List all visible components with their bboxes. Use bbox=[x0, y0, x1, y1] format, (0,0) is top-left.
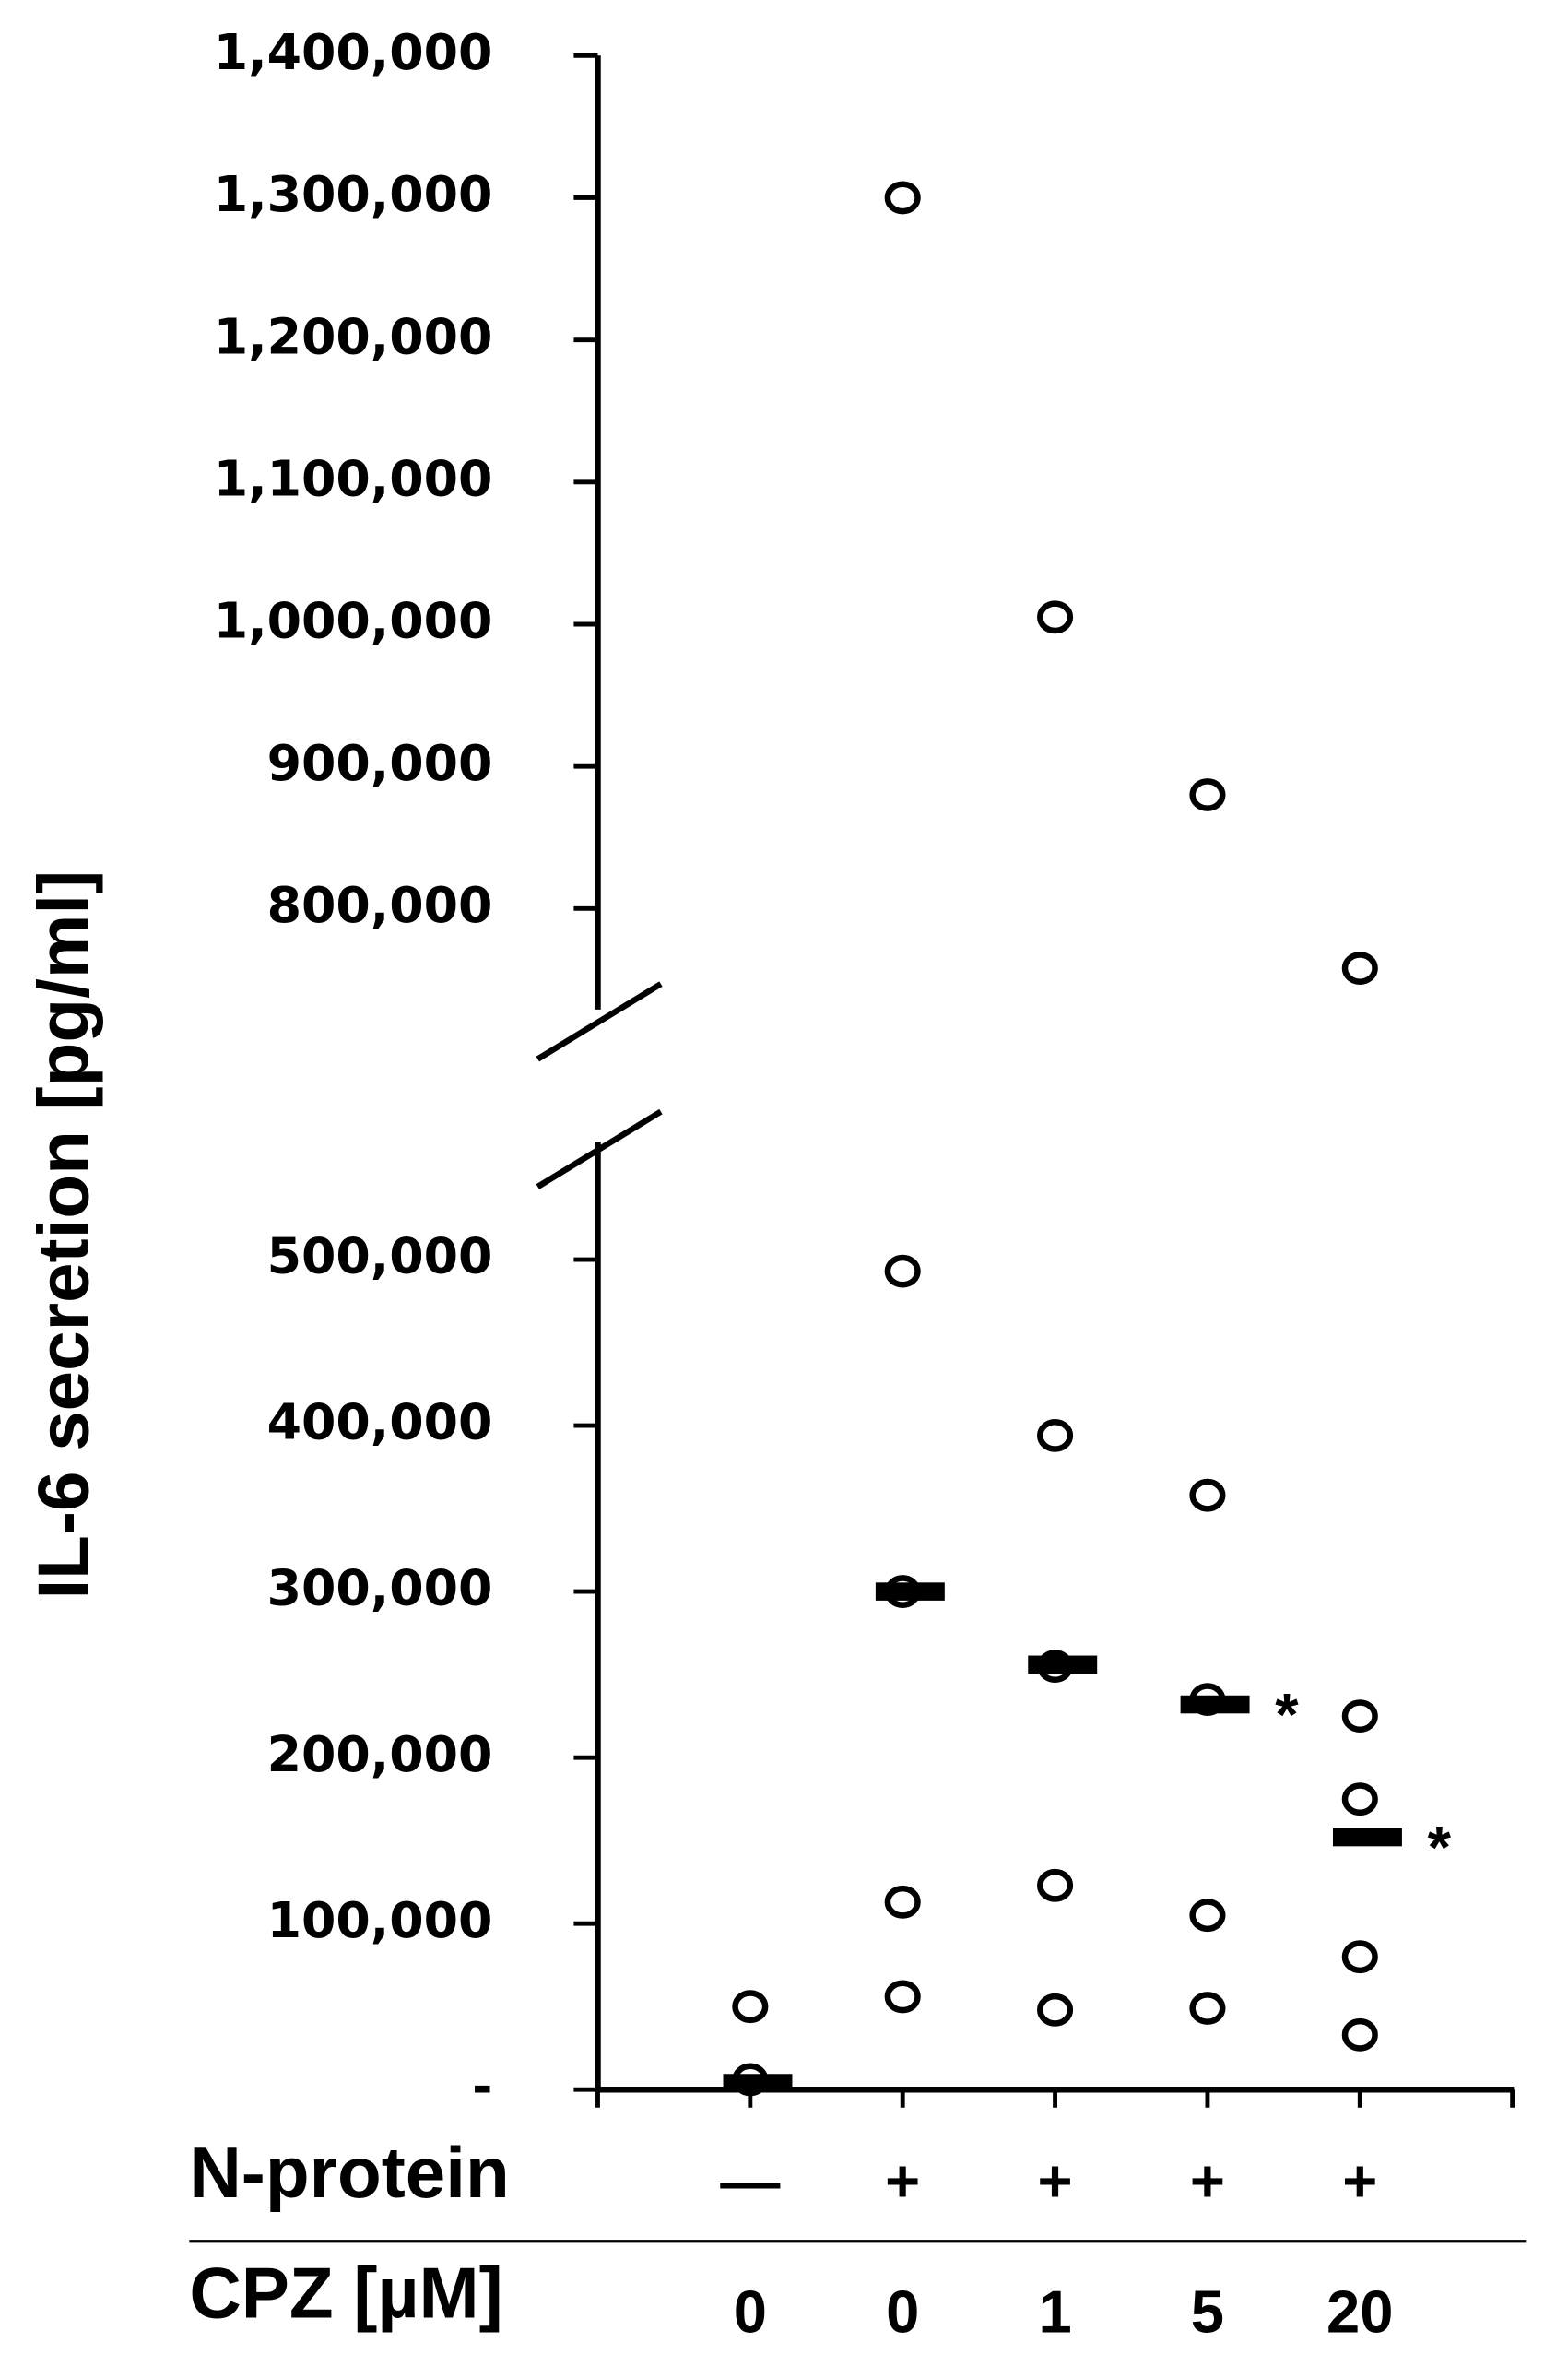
x-tick-label: 5 bbox=[1191, 2277, 1224, 2345]
mean-bar bbox=[1332, 1828, 1402, 1847]
n-protein-label: + bbox=[1038, 2147, 1073, 2215]
x-tick-label: 0 bbox=[734, 2277, 767, 2345]
mean-bar bbox=[875, 1582, 945, 1601]
data-point bbox=[884, 181, 921, 215]
data-point bbox=[1037, 1868, 1074, 1902]
data-point bbox=[1189, 1478, 1226, 1512]
y-tick-label: 200,000 bbox=[267, 1725, 493, 1783]
n-protein-label: + bbox=[1342, 2147, 1377, 2215]
row-label: CPZ [µM] bbox=[189, 2252, 502, 2333]
data-point bbox=[1341, 1699, 1378, 1733]
data-point bbox=[1189, 778, 1226, 811]
y-tick-label: - bbox=[472, 2057, 492, 2115]
data-point bbox=[1037, 1418, 1074, 1452]
y-tick-label: 1,300,000 bbox=[214, 165, 493, 223]
y-axis-label: IL-6 secretion [pg/ml] bbox=[23, 870, 104, 1600]
y-tick-label: 400,000 bbox=[267, 1393, 493, 1451]
data-point bbox=[1341, 952, 1378, 986]
data-point bbox=[1189, 1992, 1226, 2025]
y-tick-label: 900,000 bbox=[267, 734, 493, 792]
mean-bar bbox=[1180, 1695, 1250, 1714]
y-tick-label: 1,000,000 bbox=[214, 592, 493, 650]
data-point bbox=[732, 1990, 769, 2024]
n-protein-label: — bbox=[720, 2147, 781, 2215]
y-tick-label: 1,100,000 bbox=[214, 449, 493, 507]
data-point bbox=[884, 1885, 921, 1919]
n-protein-label: + bbox=[1190, 2147, 1225, 2215]
data-point bbox=[1037, 1993, 1074, 2027]
x-tick-label: 1 bbox=[1038, 2277, 1071, 2345]
data-point bbox=[1341, 1940, 1378, 1974]
n-protein-label: + bbox=[885, 2147, 920, 2215]
mean-bar bbox=[1028, 1655, 1098, 1674]
x-tick-label: 0 bbox=[886, 2277, 919, 2345]
y-tick-label: 100,000 bbox=[267, 1891, 493, 1949]
y-tick-label: 500,000 bbox=[267, 1227, 493, 1285]
x-tick-label: 20 bbox=[1326, 2277, 1393, 2345]
annotation: * bbox=[1275, 1681, 1299, 1748]
data-point bbox=[1341, 1782, 1378, 1816]
annotation: * bbox=[1428, 1814, 1452, 1881]
y-tick-label: 300,000 bbox=[267, 1559, 493, 1617]
data-point bbox=[1341, 2017, 1378, 2052]
y-tick-label: 800,000 bbox=[267, 876, 493, 934]
data-point bbox=[1189, 1899, 1226, 1933]
data-point bbox=[884, 1980, 921, 2014]
data-point bbox=[884, 1254, 921, 1288]
y-tick-label: 1,200,000 bbox=[214, 307, 493, 365]
data-point bbox=[1037, 600, 1074, 634]
axis-break bbox=[536, 981, 663, 1062]
y-tick-label: 1,400,000 bbox=[214, 23, 493, 81]
mean-bar bbox=[723, 2074, 793, 2092]
row-label: N-protein bbox=[189, 2132, 509, 2213]
